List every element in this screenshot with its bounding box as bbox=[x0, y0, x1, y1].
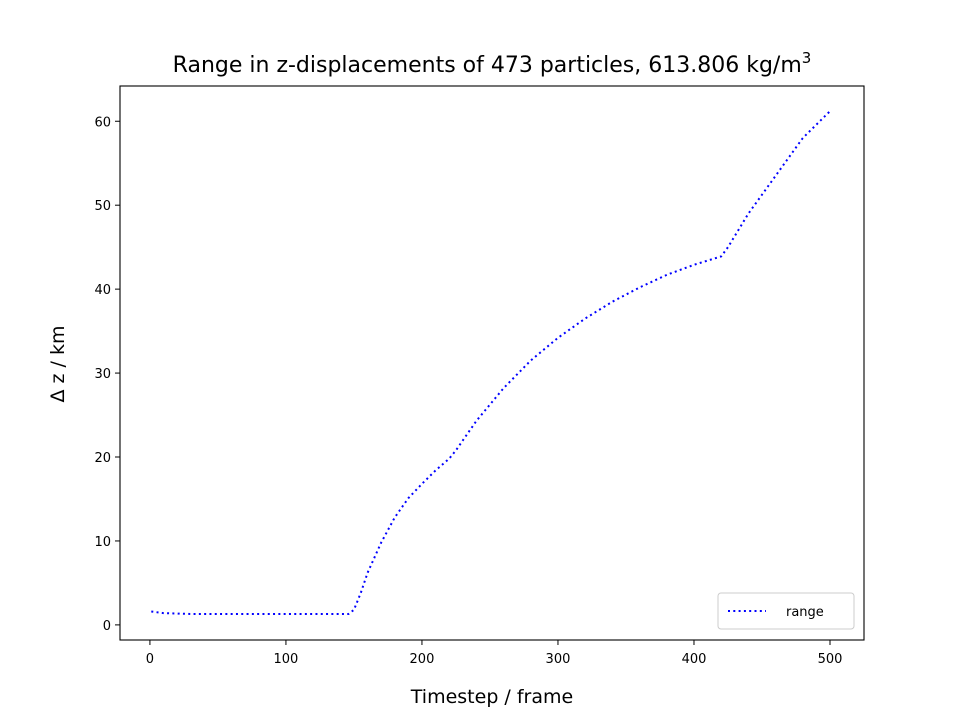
legend-frame bbox=[717, 592, 855, 630]
x-tick-label: 200 bbox=[410, 652, 435, 667]
y-tick-label: 60 bbox=[94, 115, 111, 130]
legend-label-range: range bbox=[786, 605, 824, 620]
y-tick-label: 40 bbox=[94, 283, 111, 298]
y-tick-label: 20 bbox=[94, 451, 111, 466]
x-tick-label: 300 bbox=[546, 652, 571, 667]
chart-title: Range in z-displacements of 473 particle… bbox=[173, 49, 812, 78]
y-axis-label: Δ z / km bbox=[47, 325, 69, 402]
x-tick-label: 400 bbox=[682, 652, 707, 667]
x-tick-label: 100 bbox=[274, 652, 299, 667]
legend: range bbox=[717, 592, 855, 630]
y-tick-label: 50 bbox=[94, 199, 111, 214]
y-tick-label: 10 bbox=[94, 535, 111, 550]
plot-area: 0 100 200 300 400 500 0 10 20 30 40 50 60 bbox=[94, 85, 865, 667]
y-tick-label: 0 bbox=[103, 619, 111, 634]
axes-frame bbox=[119, 85, 865, 641]
x-tick-label: 0 bbox=[146, 652, 154, 667]
y-tick-label: 30 bbox=[94, 367, 111, 382]
series-line-range bbox=[151, 110, 831, 615]
x-tick-label: 500 bbox=[818, 652, 843, 667]
title-superscript: 3 bbox=[802, 49, 812, 67]
x-axis-label: Timestep / frame bbox=[410, 686, 573, 708]
